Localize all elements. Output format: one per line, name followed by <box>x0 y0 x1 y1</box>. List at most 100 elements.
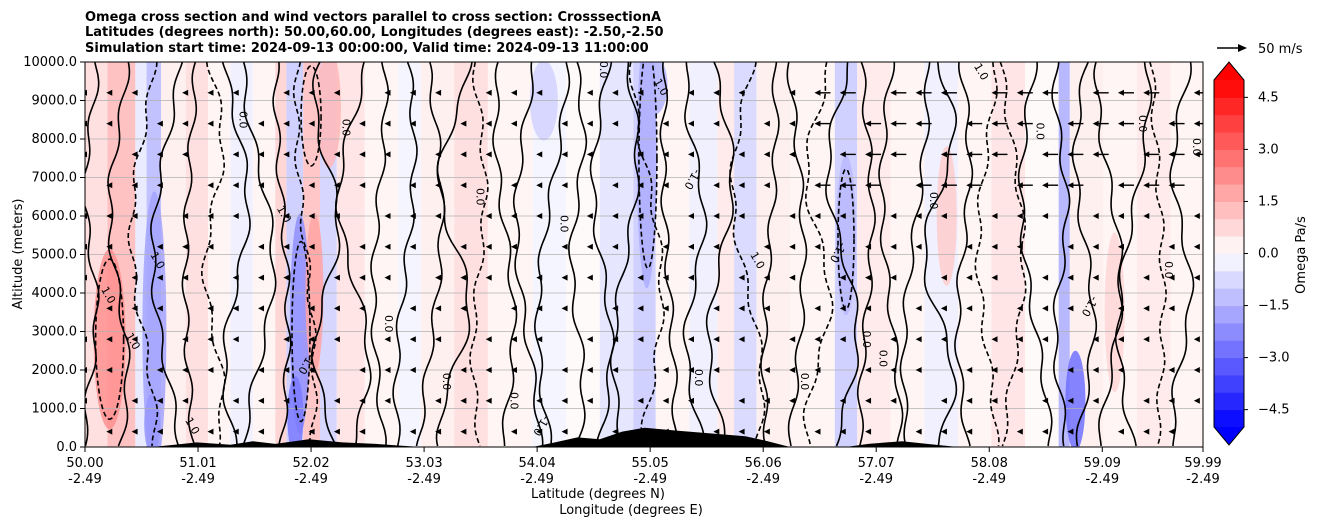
wind-vector <box>308 213 315 219</box>
wind-vector <box>460 274 467 281</box>
contour-line <box>310 62 341 447</box>
omega-blob <box>529 62 558 141</box>
wind-vector <box>207 89 214 96</box>
wind-vector <box>156 274 163 281</box>
wind-vector <box>738 397 745 404</box>
wind-vector <box>1042 428 1049 435</box>
wind-vector <box>561 182 568 189</box>
wind-vector <box>586 336 593 343</box>
wind-vector <box>814 243 821 250</box>
wind-vector <box>763 367 770 373</box>
wind-vector <box>763 182 770 189</box>
wind-vector <box>991 120 1008 127</box>
contour-label: 0.0 <box>236 111 249 129</box>
wind-vector <box>1117 367 1124 373</box>
wind-vector <box>789 120 796 127</box>
wind-vector <box>106 336 113 343</box>
wind-vector <box>1117 182 1134 189</box>
wind-vector <box>1193 243 1200 250</box>
wind-vector <box>232 397 239 404</box>
colorbar-segment <box>1214 374 1244 393</box>
y-tick-label: 0.0 <box>56 440 77 455</box>
wind-vector <box>359 243 366 250</box>
wind-vector <box>1168 120 1185 127</box>
wind-vector <box>258 151 265 158</box>
wind-vector <box>485 397 492 404</box>
wind-vector <box>713 182 720 189</box>
wind-vector <box>207 243 214 250</box>
wind-vector <box>789 336 796 343</box>
wind-vector <box>865 274 872 281</box>
contour-line <box>760 62 780 447</box>
wind-vector <box>991 397 998 404</box>
wind-vector <box>1067 151 1084 158</box>
wind-vector <box>1016 428 1023 435</box>
wind-vector <box>1042 151 1059 158</box>
wind-vector <box>182 336 189 343</box>
wind-vector <box>890 243 897 250</box>
omega-blob <box>836 155 857 316</box>
wind-vector <box>1067 274 1074 281</box>
wind-vector <box>1067 367 1074 373</box>
wind-vector <box>156 243 163 250</box>
y-tick-label: 4000.0 <box>32 286 78 301</box>
wind-vector <box>1117 428 1124 435</box>
wind-vector <box>156 397 163 404</box>
wind-vectors <box>85 89 1203 435</box>
x-tick-label-lon: -2.49 <box>407 472 441 487</box>
wind-vector <box>688 213 695 219</box>
y-tick-label: 8000.0 <box>32 132 78 147</box>
wind-vector <box>106 428 113 435</box>
wind-vector <box>789 243 796 250</box>
wind-vector <box>586 120 593 127</box>
wind-vector <box>991 274 998 281</box>
contour-line <box>705 62 735 447</box>
wind-vector <box>890 151 907 158</box>
contour-line <box>1071 62 1098 447</box>
colorbar-segment <box>1214 201 1244 220</box>
plot-area: 1.01.01.00.01.0-1.00.00.00.00.0-1.00.00.… <box>84 61 1204 448</box>
wind-vector <box>1042 274 1049 281</box>
wind-vector <box>1143 274 1150 281</box>
x-tick-label-lat: 59.09 <box>1084 456 1121 471</box>
wind-vector <box>940 182 957 189</box>
title-line-1: Omega cross section and wind vectors par… <box>85 10 661 25</box>
wind-vector <box>485 151 492 158</box>
contour-label: 0.0 <box>1136 115 1149 133</box>
wind-vector <box>839 182 856 189</box>
contour-line <box>682 62 708 447</box>
y-tick-label: 10000.0 <box>23 55 77 70</box>
wind-vector <box>333 397 340 404</box>
x-tick-label-lat: 58.08 <box>971 456 1008 471</box>
wind-vector <box>485 89 492 96</box>
wind-vector <box>991 151 1008 158</box>
wind-vector <box>1092 120 1109 127</box>
wind-vector <box>1016 182 1033 189</box>
x-axis-label-longitude: Longitude (degrees E) <box>559 503 703 518</box>
contour-line <box>974 62 1000 447</box>
x-tick-label-lon: -2.49 <box>1085 472 1119 487</box>
wind-vector <box>435 274 442 281</box>
wind-vector <box>232 151 239 158</box>
wind-vector <box>789 367 796 373</box>
wind-vector <box>865 305 872 312</box>
x-tick-label-lat: 57.07 <box>858 456 895 471</box>
y-tick-label: 7000.0 <box>32 171 78 186</box>
wind-vector <box>1067 305 1074 312</box>
wind-vector <box>333 428 340 435</box>
contour-line <box>221 62 251 447</box>
wind-vector <box>1067 428 1074 435</box>
x-tick-label-lat: 53.03 <box>405 456 442 471</box>
contour-line <box>435 62 473 447</box>
wind-vector <box>966 120 983 127</box>
wind-vector <box>688 274 695 281</box>
contour-line <box>181 62 198 447</box>
wind-vector <box>586 367 593 373</box>
wind-vector <box>1092 274 1099 281</box>
wind-vector <box>940 213 947 219</box>
wind-vector <box>435 213 442 219</box>
x-tick-label-lon: -2.49 <box>181 472 215 487</box>
colorbar-segment <box>1214 114 1244 133</box>
wind-vector <box>940 305 947 312</box>
wind-vector <box>182 120 189 127</box>
